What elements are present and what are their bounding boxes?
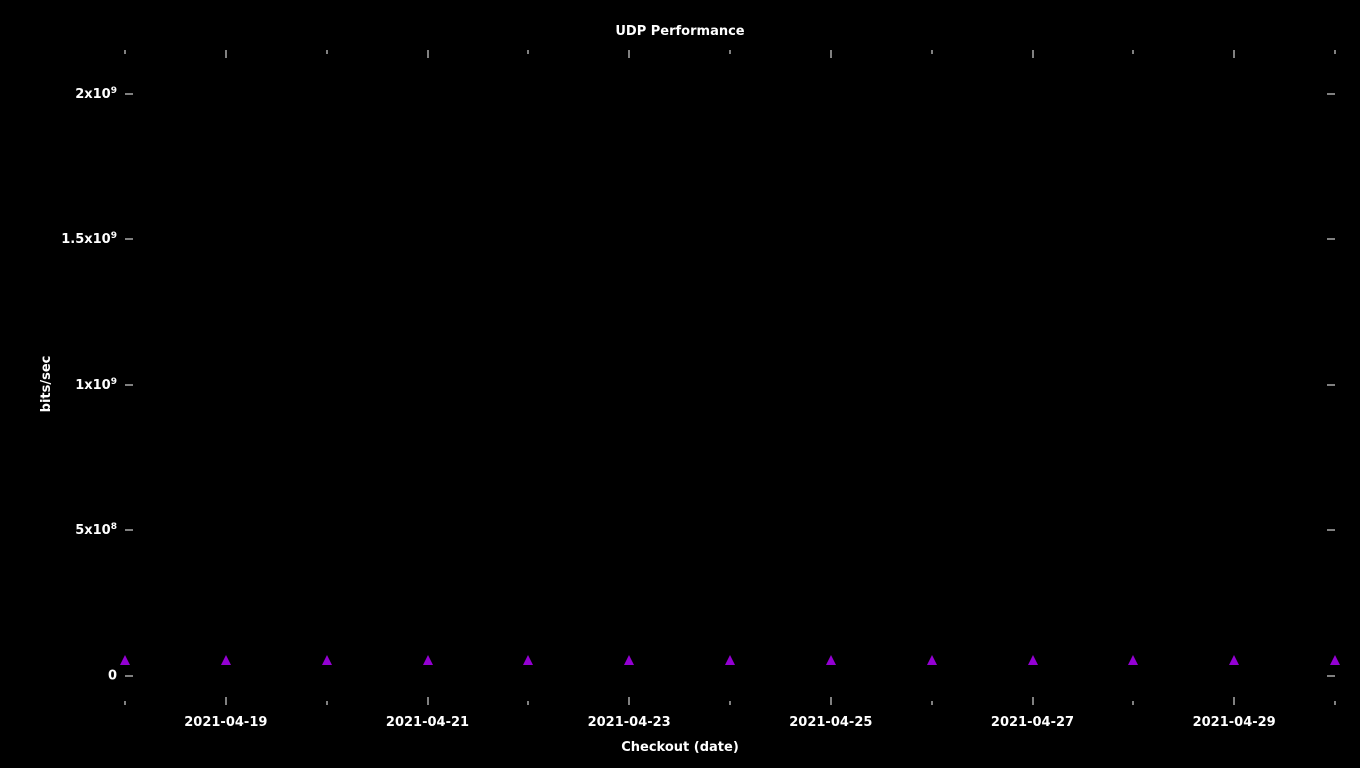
x-minor-tick-mark xyxy=(326,50,327,54)
y-tick-mark xyxy=(125,239,133,240)
udp-performance-chart: UDP Performance bits/sec Checkout (date)… xyxy=(0,0,1360,768)
x-minor-tick-mark xyxy=(326,701,327,705)
y-tick-mark xyxy=(1327,530,1335,531)
data-point-marker xyxy=(1229,655,1239,665)
x-axis-label: Checkout (date) xyxy=(621,740,739,755)
data-point-marker xyxy=(523,655,533,665)
data-point-marker xyxy=(927,655,937,665)
x-tick-mark xyxy=(1032,697,1033,705)
x-minor-tick-mark xyxy=(1133,50,1134,54)
y-tick-mark xyxy=(1327,384,1335,385)
x-minor-tick-mark xyxy=(730,701,731,705)
y-tick-label: 1x109 xyxy=(0,377,117,393)
x-tick-mark xyxy=(427,50,428,58)
x-tick-mark xyxy=(427,697,428,705)
chart-title: UDP Performance xyxy=(615,24,744,39)
data-point-marker xyxy=(322,655,332,665)
x-tick-mark xyxy=(830,697,831,705)
y-tick-mark xyxy=(125,530,133,531)
y-tick-mark xyxy=(125,384,133,385)
data-point-marker xyxy=(1028,655,1038,665)
plot-area: 2021-04-192021-04-212021-04-232021-04-25… xyxy=(125,50,1335,705)
x-tick-label: 2021-04-23 xyxy=(588,715,671,730)
y-tick-mark xyxy=(1327,93,1335,94)
x-minor-tick-mark xyxy=(730,50,731,54)
y-tick-mark xyxy=(1327,675,1335,676)
x-tick-mark xyxy=(225,697,226,705)
x-minor-tick-mark xyxy=(1335,50,1336,54)
x-tick-label: 2021-04-27 xyxy=(991,715,1074,730)
x-tick-label: 2021-04-21 xyxy=(386,715,469,730)
x-tick-label: 2021-04-29 xyxy=(1193,715,1276,730)
x-minor-tick-mark xyxy=(931,50,932,54)
x-tick-mark xyxy=(1234,50,1235,58)
data-point-marker xyxy=(826,655,836,665)
x-tick-mark xyxy=(1032,50,1033,58)
data-point-marker xyxy=(624,655,634,665)
x-tick-label: 2021-04-19 xyxy=(184,715,267,730)
x-tick-mark xyxy=(629,50,630,58)
x-minor-tick-mark xyxy=(528,701,529,705)
y-tick-label: 1.5x109 xyxy=(0,231,117,247)
y-tick-mark xyxy=(1327,239,1335,240)
y-tick-label: 5x108 xyxy=(0,522,117,538)
data-point-marker xyxy=(1330,655,1340,665)
x-minor-tick-mark xyxy=(528,50,529,54)
x-tick-label: 2021-04-25 xyxy=(789,715,872,730)
data-point-marker xyxy=(120,655,130,665)
x-tick-mark xyxy=(629,697,630,705)
y-tick-label: 2x109 xyxy=(0,85,117,101)
y-tick-label: 0 xyxy=(0,668,117,683)
x-minor-tick-mark xyxy=(1133,701,1134,705)
data-point-marker xyxy=(725,655,735,665)
x-tick-mark xyxy=(1234,697,1235,705)
x-minor-tick-mark xyxy=(125,701,126,705)
data-point-marker xyxy=(221,655,231,665)
y-tick-mark xyxy=(125,675,133,676)
x-tick-mark xyxy=(830,50,831,58)
x-tick-mark xyxy=(225,50,226,58)
x-minor-tick-mark xyxy=(1335,701,1336,705)
x-minor-tick-mark xyxy=(931,701,932,705)
data-point-marker xyxy=(1128,655,1138,665)
data-point-marker xyxy=(423,655,433,665)
y-tick-mark xyxy=(125,93,133,94)
x-minor-tick-mark xyxy=(125,50,126,54)
